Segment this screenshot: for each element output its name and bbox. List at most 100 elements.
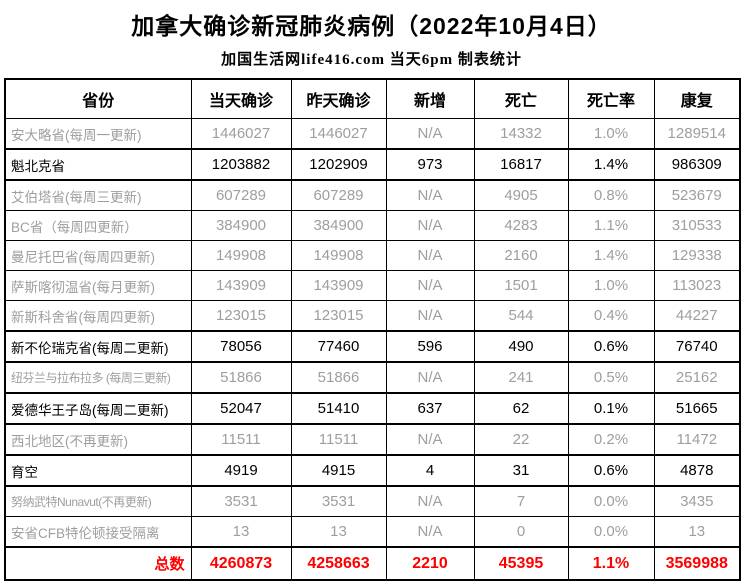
yesterday-value: 3531	[290, 485, 387, 517]
rate-value: 0.8%	[567, 179, 655, 211]
rate-value: 1.1%	[567, 210, 655, 241]
total-yesterday-value: 4258663	[290, 546, 387, 581]
deaths-value: 4905	[473, 179, 569, 211]
deaths-value: 241	[473, 361, 569, 394]
total-new-value: 2210	[385, 546, 475, 581]
table-row: 爱德华王子岛(每周二更新) 52047 51410 637 62 0.1% 51665	[4, 392, 741, 425]
deaths-value: 7	[473, 485, 569, 517]
today-value: 384900	[190, 210, 292, 241]
recovered-value: 3435	[653, 485, 741, 517]
header-today-confirmed: 当天确诊	[190, 78, 292, 119]
recovered-value: 523679	[653, 179, 741, 211]
province-name: 曼尼托巴省(每周四更新)	[4, 240, 192, 271]
page-title: 加拿大确诊新冠肺炎病例（2022年10月4日）	[131, 13, 612, 39]
rate-value: 0.0%	[567, 485, 655, 517]
province-name: 新不伦瑞克省(每周二更新)	[4, 330, 192, 363]
added-value: N/A	[385, 300, 475, 332]
province-name: 安省CFB特伦顿接受隔离	[4, 516, 192, 548]
today-value: 4919	[190, 454, 292, 487]
province-name: 努纳武特Nunavut(不再更新)	[4, 485, 192, 517]
rate-value: 0.5%	[567, 361, 655, 394]
total-deaths-value: 45395	[473, 546, 569, 581]
rate-value: 1.0%	[567, 270, 655, 301]
added-value: 4	[385, 454, 475, 487]
total-label: 总数	[4, 546, 192, 581]
yesterday-value: 1446027	[290, 118, 387, 150]
today-value: 143909	[190, 270, 292, 301]
table-row: 安大略省(每周一更新) 1446027 1446027 N/A 14332 1.0% 128…	[4, 118, 741, 150]
recovered-value: 25162	[653, 361, 741, 394]
added-value: N/A	[385, 118, 475, 150]
rate-value: 1.4%	[567, 240, 655, 271]
table-row: 艾伯塔省(每周三更新) 607289 607289 N/A 4905 0.8% 523679	[4, 179, 741, 211]
province-name: 西北地区(不再更新)	[4, 423, 192, 456]
recovered-value: 310533	[653, 210, 741, 241]
table-row: 新不伦瑞克省(每周二更新) 78056 77460 596 490 0.6% 76740	[4, 330, 741, 363]
header-province: 省份	[4, 78, 192, 119]
today-value: 149908	[190, 240, 292, 271]
deaths-value: 62	[473, 392, 569, 425]
header-recovered: 康复	[653, 78, 741, 119]
rate-value: 0.0%	[567, 516, 655, 548]
added-value: 637	[385, 392, 475, 425]
today-value: 607289	[190, 179, 292, 211]
table-row: 西北地区(不再更新) 11511 11511 N/A 22 0.2% 11472	[4, 423, 741, 456]
deaths-value: 544	[473, 300, 569, 332]
rate-value: 0.6%	[567, 330, 655, 363]
recovered-value: 986309	[653, 148, 741, 181]
yesterday-value: 11511	[290, 423, 387, 456]
deaths-value: 16817	[473, 148, 569, 181]
rate-value: 0.2%	[567, 423, 655, 456]
page-subtitle: 加国生活网life416.com 当天6pm 制表统计	[221, 52, 522, 68]
added-value: N/A	[385, 270, 475, 301]
added-value: N/A	[385, 210, 475, 241]
recovered-value: 129338	[653, 240, 741, 271]
deaths-value: 1501	[473, 270, 569, 301]
today-value: 51866	[190, 361, 292, 394]
province-name: BC省（每周四更新）	[4, 210, 192, 241]
deaths-value: 22	[473, 423, 569, 456]
deaths-value: 2160	[473, 240, 569, 271]
table-row: 安省CFB特伦顿接受隔离 13 13 N/A 0 0.0% 13	[4, 516, 741, 548]
added-value: N/A	[385, 240, 475, 271]
today-value: 1203882	[190, 148, 292, 181]
total-row: 总数 4260873 4258663 2210 45395 1.1% 35699…	[4, 546, 741, 581]
deaths-value: 14332	[473, 118, 569, 150]
province-name: 安大略省(每周一更新)	[4, 118, 192, 150]
header-new-cases: 新增	[385, 78, 475, 119]
province-name: 育空	[4, 454, 192, 487]
recovered-value: 11472	[653, 423, 741, 456]
today-value: 123015	[190, 300, 292, 332]
table-body: 安大略省(每周一更新) 1446027 1446027 N/A 14332 1.0% 128…	[4, 118, 741, 548]
table-row: BC省（每周四更新） 384900 384900 N/A 4283 1.1% 310533	[4, 210, 741, 241]
today-value: 13	[190, 516, 292, 548]
rate-value: 0.4%	[567, 300, 655, 332]
table-row: 曼尼托巴省(每周四更新) 149908 149908 N/A 2160 1.4% 12933…	[4, 240, 741, 271]
added-value: 596	[385, 330, 475, 363]
province-name: 魁北克省	[4, 148, 192, 181]
recovered-value: 1289514	[653, 118, 741, 150]
yesterday-value: 607289	[290, 179, 387, 211]
covid-stats-table: 省份 当天确诊 昨天确诊 新增 死亡 死亡率 康复 安大略省(每周一更新) 144…	[4, 78, 741, 581]
yesterday-value: 123015	[290, 300, 387, 332]
today-value: 78056	[190, 330, 292, 363]
added-value: 973	[385, 148, 475, 181]
deaths-value: 0	[473, 516, 569, 548]
total-today-value: 4260873	[190, 546, 292, 581]
province-name: 艾伯塔省(每周三更新)	[4, 179, 192, 211]
added-value: N/A	[385, 179, 475, 211]
table-row: 育空 4919 4915 4 31 0.6% 4878	[4, 454, 741, 487]
added-value: N/A	[385, 516, 475, 548]
yesterday-value: 1202909	[290, 148, 387, 181]
table-row: 努纳武特Nunavut(不再更新) 3531 3531 N/A 7 0.0% 3435	[4, 485, 741, 517]
added-value: N/A	[385, 485, 475, 517]
yesterday-value: 13	[290, 516, 387, 548]
deaths-value: 4283	[473, 210, 569, 241]
today-value: 1446027	[190, 118, 292, 150]
recovered-value: 76740	[653, 330, 741, 363]
province-name: 纽芬兰与拉布拉多 (每周三更新)	[4, 361, 192, 394]
yesterday-value: 149908	[290, 240, 387, 271]
deaths-value: 31	[473, 454, 569, 487]
rate-value: 0.6%	[567, 454, 655, 487]
rate-value: 1.4%	[567, 148, 655, 181]
